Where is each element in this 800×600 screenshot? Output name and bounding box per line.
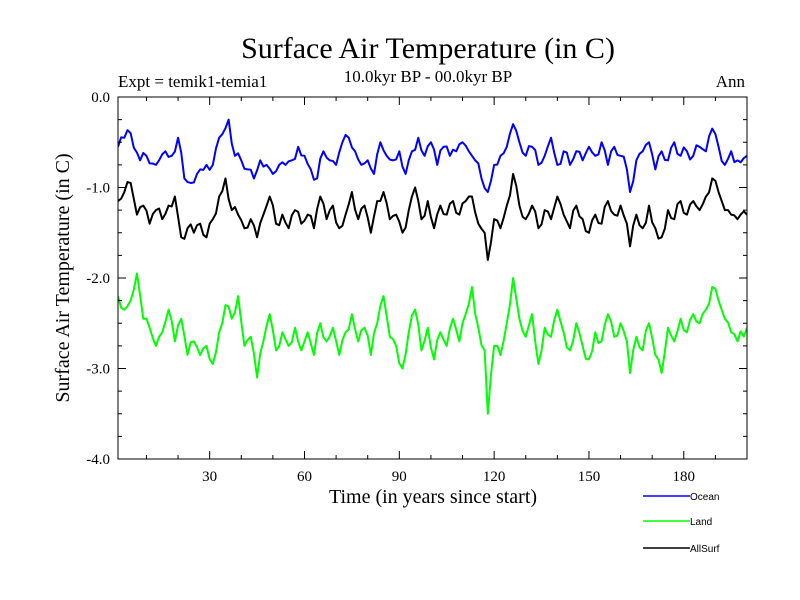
time-range-label: 10.0kyr BP - 00.0kyr BP [344, 67, 512, 86]
x-tick-label: 60 [297, 469, 312, 485]
legend-label-ocean: Ocean [690, 492, 719, 503]
x-tick-label: 120 [483, 469, 506, 485]
legend-label-allsurf: AllSurf [690, 544, 720, 555]
chart-title: Surface Air Temperature (in C) [241, 32, 615, 65]
x-tick-label: 30 [202, 469, 217, 485]
y-tick-label: -1.0 [86, 181, 110, 197]
series-line-ocean [118, 118, 747, 194]
y-tick-label: -3.0 [86, 362, 110, 378]
series-line-land [118, 272, 747, 415]
y-tick-label: 0.0 [91, 90, 110, 106]
y-tick-label: -4.0 [86, 452, 110, 468]
legend-label-land: Land [690, 517, 712, 528]
series-group [118, 118, 747, 415]
plot-frame [117, 96, 748, 460]
series-line-allsurf [118, 172, 747, 261]
y-tick-label: -2.0 [86, 271, 110, 287]
axis-ticks: 30 60 90 120 150 180 0.0 -1.0 -2.0 -3.0 -4.0 [86, 90, 748, 485]
x-tick-label: 180 [673, 469, 696, 485]
experiment-label: Expt = temik1-temia1 [118, 72, 267, 91]
x-tick-label: 90 [392, 469, 407, 485]
x-tick-label: 150 [578, 469, 601, 485]
legend: Ocean Land AllSurf [643, 492, 720, 555]
plot-area: 30 60 90 120 150 180 0.0 -1.0 -2.0 -3.0 -4.0 [86, 90, 748, 485]
x-axis-label: Time (in years since start) [329, 486, 537, 508]
season-label: Ann [716, 72, 746, 91]
y-axis-label: Surface Air Temperature (in C) [52, 153, 74, 402]
